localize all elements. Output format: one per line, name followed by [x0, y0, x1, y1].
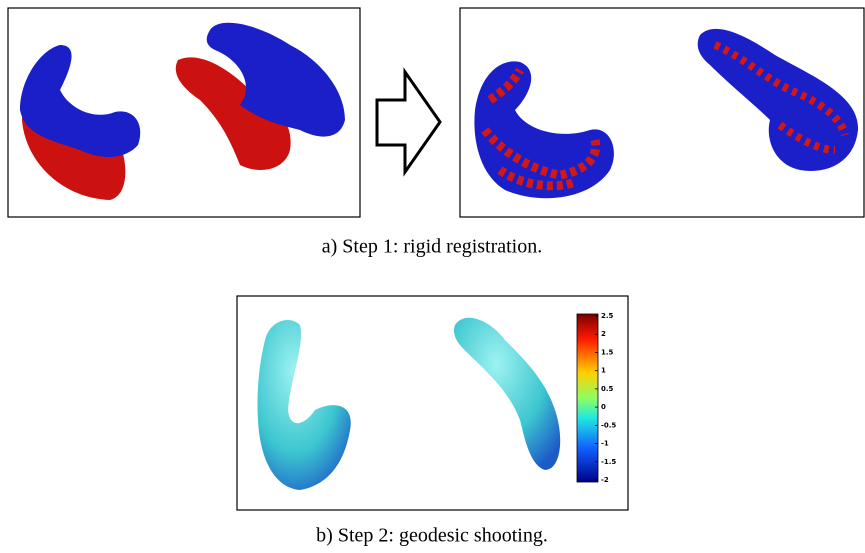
page: a) Step 1: rigid registration. b) Step 2…: [0, 0, 865, 553]
colorbar-tick-label: 2.5: [601, 312, 614, 320]
colorbar-tick-label: 1: [601, 367, 606, 375]
colorbar-tick-label: 0: [601, 403, 606, 411]
colorbar-tick-label: -1.5: [601, 458, 616, 466]
colorbar-tick-label: 1.5: [601, 348, 614, 356]
figure: a) Step 1: rigid registration. b) Step 2…: [0, 0, 865, 553]
colorbar-tick-label: -1: [601, 440, 609, 448]
arrow: [377, 72, 440, 172]
colorbar-tick-label: 2: [601, 330, 606, 338]
caption: b) Step 2: geodesic shooting.: [316, 525, 548, 547]
colorbar-tick-label: -0.5: [601, 421, 616, 429]
caption: a) Step 1: rigid registration.: [322, 236, 543, 258]
colorbar: [577, 314, 598, 482]
colorbar-tick-label: 0.5: [601, 385, 614, 393]
colorbar-tick-label: -2: [601, 476, 609, 484]
